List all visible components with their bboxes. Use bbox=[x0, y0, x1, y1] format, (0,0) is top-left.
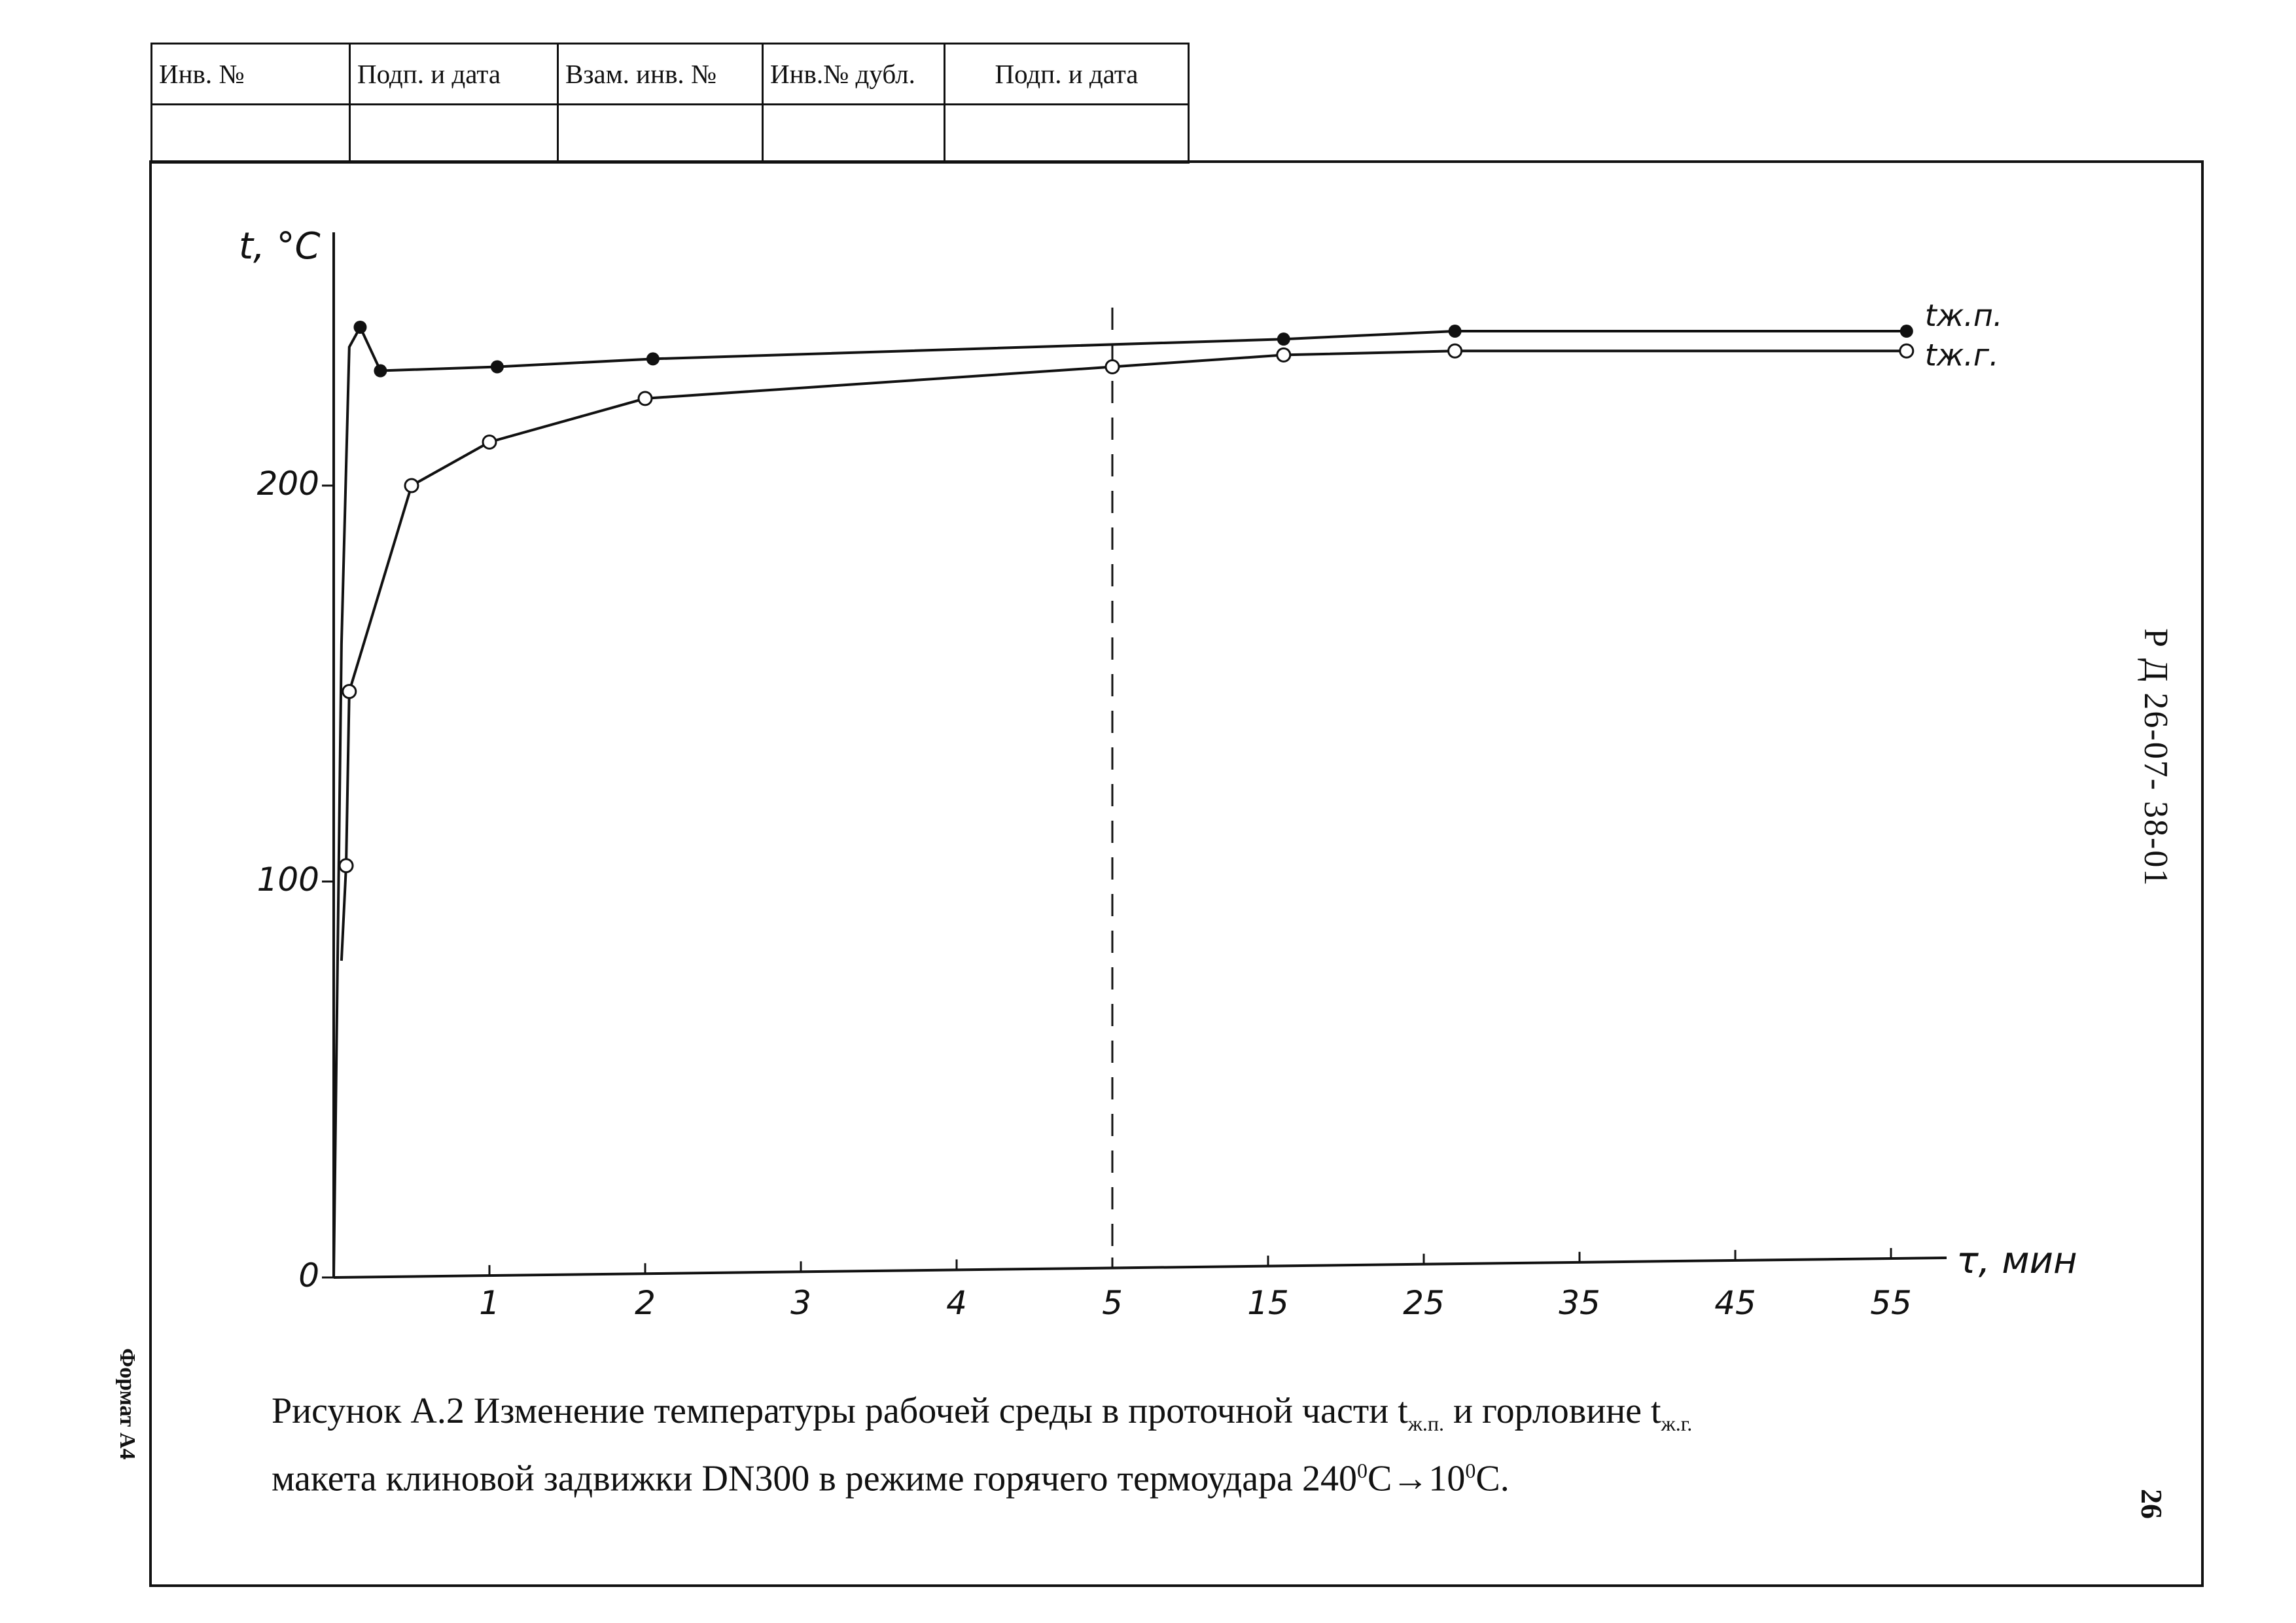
x-tick-label: 55 bbox=[1870, 1284, 1912, 1322]
caption-sub-1: ж.п. bbox=[1407, 1412, 1445, 1436]
approval-stamp-table: Инв. № Подп. и дата Взам. инв. № Инв.№ д… bbox=[150, 43, 1190, 164]
caption-sup-2: 0 bbox=[1465, 1459, 1476, 1483]
chart-axes bbox=[332, 232, 1947, 1279]
series-label-1: tж.п. bbox=[1925, 298, 2003, 333]
document-code: Р Д 26-07- 38-01 bbox=[2137, 628, 2174, 887]
x-tick-label: 3 bbox=[790, 1284, 811, 1322]
series-2-point bbox=[404, 478, 419, 493]
x-tick-label: 35 bbox=[1559, 1284, 1600, 1322]
stamp-header-dup-inv: Инв.№ дубл. bbox=[762, 43, 945, 105]
stamp-header-inv-no: Инв. № bbox=[150, 43, 351, 105]
caption-text-4: С→10 bbox=[1367, 1458, 1466, 1499]
series-line-1 bbox=[332, 324, 1907, 1278]
series-2-point bbox=[482, 434, 497, 450]
stamp-cell-empty bbox=[944, 103, 1190, 164]
page-frame bbox=[149, 160, 2204, 1587]
y-tick-label: 100 bbox=[257, 861, 319, 899]
stamp-header-sign-date: Подп. и дата bbox=[349, 43, 559, 105]
series-2-point bbox=[1276, 347, 1292, 363]
x-tick-label: 2 bbox=[635, 1284, 656, 1322]
series-2-point bbox=[1104, 359, 1120, 374]
series-1-point bbox=[646, 352, 660, 366]
x-axis-line bbox=[333, 1257, 1947, 1279]
series-2-point bbox=[637, 391, 653, 406]
caption-text-5: С. bbox=[1475, 1458, 1510, 1499]
series-line-2 bbox=[340, 349, 1907, 961]
series-2-point bbox=[1899, 343, 1915, 359]
x-axis-label: τ, мин bbox=[1956, 1240, 2077, 1282]
y-tick-label: 0 bbox=[298, 1257, 319, 1294]
series-1-point bbox=[1277, 332, 1290, 346]
series-1-point bbox=[1899, 325, 1913, 338]
caption-text-1: Рисунок А.2 Изменение температуры рабоче… bbox=[272, 1391, 1408, 1431]
page-number: 26 bbox=[2135, 1489, 2168, 1519]
series-1-point bbox=[374, 364, 387, 378]
series-2-point bbox=[342, 684, 357, 700]
series-2-point bbox=[338, 858, 354, 874]
series-1-point bbox=[353, 321, 367, 334]
format-label: Формат А4 bbox=[115, 1348, 139, 1460]
x-tick-label: 45 bbox=[1714, 1284, 1756, 1322]
x-tick-label: 5 bbox=[1102, 1284, 1123, 1322]
series-label-2: tж.г. bbox=[1925, 337, 1999, 372]
series-1-point bbox=[1448, 325, 1462, 338]
x-tick-label: 4 bbox=[946, 1284, 967, 1322]
series-1-point bbox=[490, 360, 504, 374]
chart-ticks bbox=[322, 484, 1892, 1279]
stamp-cell-empty bbox=[557, 103, 764, 164]
chart-series bbox=[332, 321, 1915, 1278]
stamp-cell-empty bbox=[349, 103, 559, 164]
series-2-point bbox=[1447, 343, 1463, 359]
stamp-header-replace-inv: Взам. инв. № bbox=[557, 43, 764, 105]
caption-text-2: и горловине t bbox=[1444, 1391, 1661, 1431]
stamp-header-sign-date-2: Подп. и дата bbox=[944, 43, 1190, 105]
y-axis-label: t, °C bbox=[239, 225, 321, 268]
caption-sup-1: 0 bbox=[1356, 1459, 1368, 1483]
caption-text-3: макета клиновой задвижки DN300 в режиме … bbox=[272, 1458, 1357, 1499]
x-tick-label: 1 bbox=[479, 1284, 500, 1322]
x-tick-label: 25 bbox=[1403, 1284, 1445, 1322]
caption-sub-2: ж.г. bbox=[1661, 1412, 1693, 1436]
stamp-cell-empty bbox=[150, 103, 351, 164]
x-tick-label: 15 bbox=[1247, 1284, 1289, 1322]
figure-caption: Рисунок А.2 Изменение температуры рабоче… bbox=[272, 1387, 1940, 1503]
y-tick-label: 200 bbox=[257, 465, 319, 503]
